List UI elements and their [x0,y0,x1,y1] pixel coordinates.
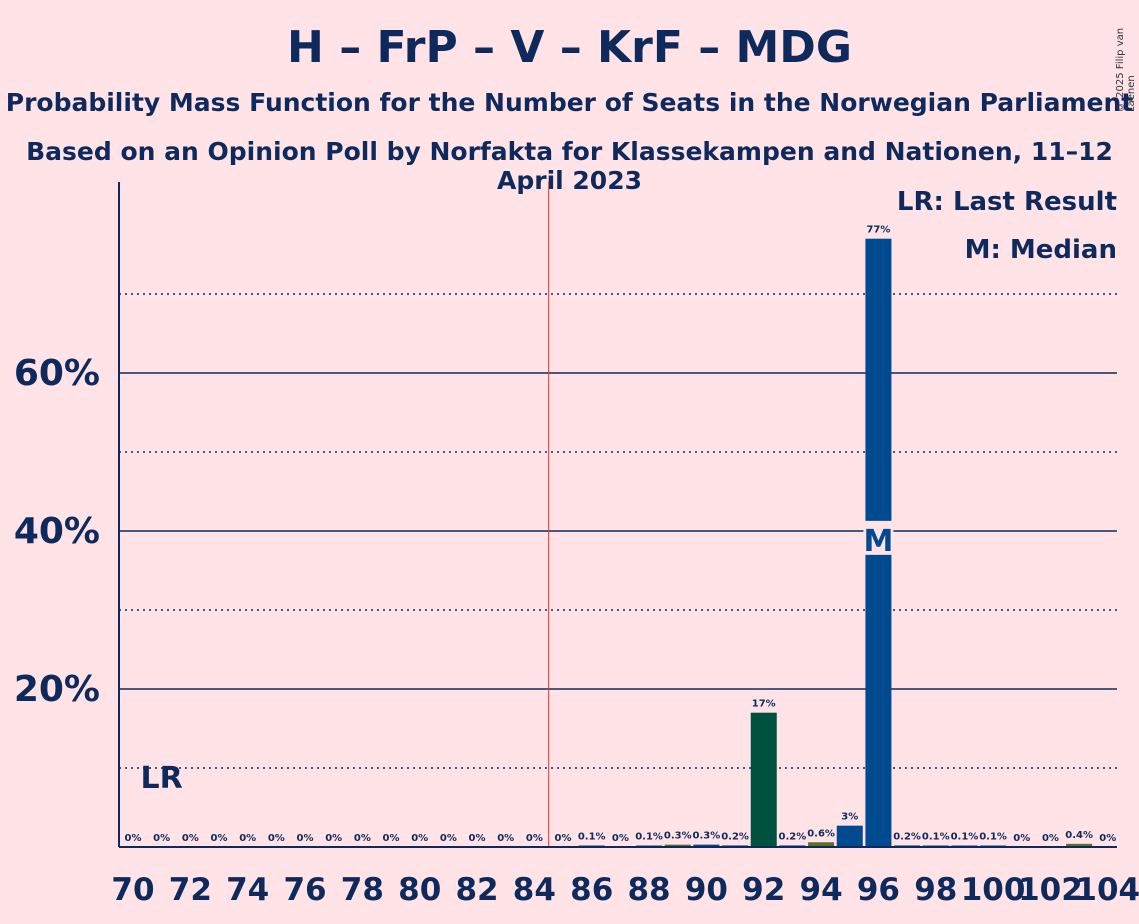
bar-label-seat-102: 0% [1042,833,1059,844]
legend-median: M: Median [965,235,1117,265]
x-tick-96: 96 [857,872,900,908]
y-tick-60: 60% [14,353,100,394]
bar-label-seat-91: 0.2% [721,831,749,842]
bar-label-seat-96: 77% [866,225,890,236]
median-marker: M [863,524,893,559]
x-tick-74: 74 [226,872,269,908]
bar-label-seat-94: 0.6% [807,828,835,839]
median-marker-bg [863,520,894,555]
bar-label-seat-88: 0.1% [635,832,663,843]
bar-label-seat-100: 0.1% [979,832,1007,843]
x-tick-90: 90 [685,872,728,908]
bar-seat-95 [836,825,863,847]
x-tick-104: 104 [1075,872,1139,908]
bar-label-seat-83: 0% [497,833,514,844]
bar-label-seat-80: 0% [411,833,428,844]
bar-label-seat-72: 0% [182,833,199,844]
gridlines [119,182,1117,847]
chart-subtitle-1: Probability Mass Function for the Number… [5,88,1134,117]
last-result-marker: LR [141,761,183,796]
bar-labels: 0% 0% 0% 0% 0% 0% 0% 0% 0% 0% 0% 0% 0% 0% 0% 0% 0.1% 0% 0.… [125,225,1117,844]
bar-label-seat-98: 0.1% [922,832,950,843]
bar-label-seat-79: 0% [383,833,400,844]
x-tick-88: 88 [627,872,670,908]
x-tick-76: 76 [283,872,326,908]
bar-label-seat-92: 17% [752,699,776,710]
bar-seat-89 [664,844,691,847]
x-tick-92: 92 [742,872,785,908]
x-tick-70: 70 [111,872,154,908]
bar-label-seat-77: 0% [325,833,342,844]
bar-seat-103 [1066,843,1093,847]
bar-label-seat-70: 0% [125,833,142,844]
legend-last-result: LR: Last Result [897,187,1117,217]
bar-label-seat-90: 0.3% [693,831,721,842]
bar-label-seat-74: 0% [239,833,256,844]
x-tick-100: 100 [961,872,1026,908]
bar-seat-94 [808,842,835,847]
bar-label-seat-75: 0% [268,833,285,844]
bar-label-seat-86: 0.1% [578,832,606,843]
x-tick-82: 82 [455,872,498,908]
x-tick-102: 102 [1018,872,1083,908]
bar-label-seat-103: 0.4% [1065,830,1093,841]
bar-label-seat-84: 0% [526,833,543,844]
bar-label-seat-93: 0.2% [779,831,807,842]
x-tick-94: 94 [800,872,843,908]
bar-label-seat-104: 0% [1099,833,1116,844]
bar-label-seat-99: 0.1% [951,832,979,843]
bar-label-seat-76: 0% [297,833,314,844]
x-tick-78: 78 [341,872,384,908]
x-tick-72: 72 [169,872,212,908]
x-tick-86: 86 [570,872,613,908]
bar-label-seat-85: 0% [555,833,572,844]
x-tick-98: 98 [914,872,957,908]
bars [578,238,1093,847]
y-tick-40: 40% [14,511,100,552]
bar-label-seat-73: 0% [211,833,228,844]
axes [118,182,1117,848]
chart-title: H – FrP – V – KrF – MDG [287,22,852,73]
bar-seat-92 [750,712,777,847]
bar-label-seat-82: 0% [469,833,486,844]
bar-label-seat-87: 0% [612,833,629,844]
bar-label-seat-71: 0% [153,833,170,844]
x-tick-84: 84 [513,872,556,908]
y-tick-20: 20% [14,669,100,710]
x-tick-80: 80 [398,872,441,908]
bar-seat-90 [693,844,720,847]
bar-label-seat-97: 0.2% [893,831,921,842]
bar-label-seat-78: 0% [354,833,371,844]
bar-label-seat-89: 0.3% [664,831,692,842]
bar-label-seat-95: 3% [841,812,858,823]
bar-label-seat-81: 0% [440,833,457,844]
bar-label-seat-101: 0% [1013,833,1030,844]
chart-subtitle-2: Based on an Opinion Poll by Norfakta for… [26,137,1113,195]
